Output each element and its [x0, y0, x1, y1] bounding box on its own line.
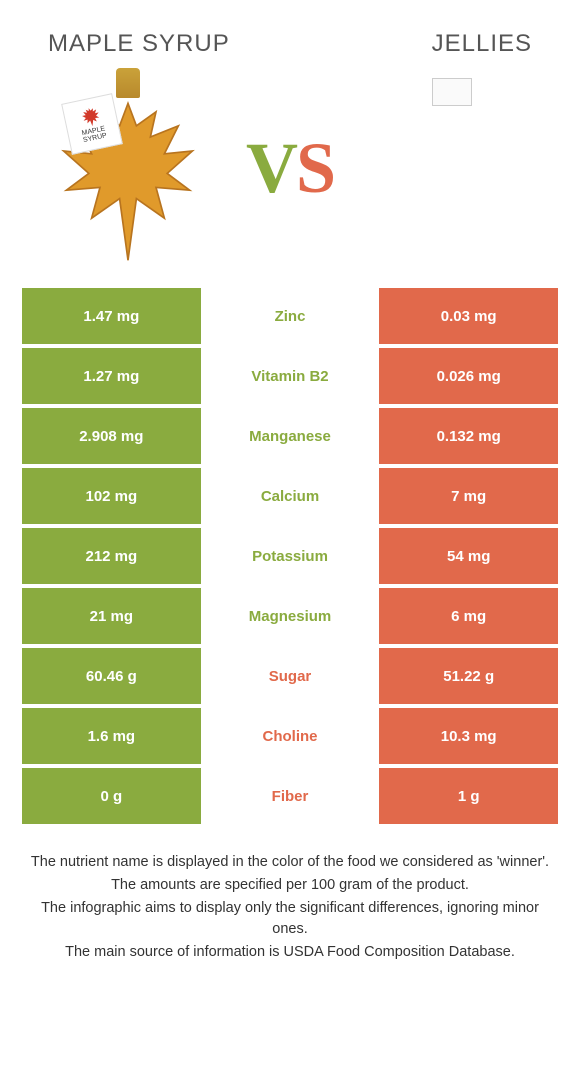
right-value-cell: 7 mg — [379, 468, 558, 528]
maple-syrup-bottle-icon: MAPLE SYRUP — [58, 68, 198, 268]
left-value-cell: 212 mg — [22, 528, 201, 588]
nutrient-label-cell: Choline — [201, 708, 380, 768]
left-value-cell: 21 mg — [22, 588, 201, 648]
left-value-cell: 102 mg — [22, 468, 201, 528]
vs-v: V — [246, 128, 296, 208]
right-value-cell: 54 mg — [379, 528, 558, 588]
table-row: 102 mgCalcium7 mg — [22, 468, 558, 528]
nutrient-label-cell: Zinc — [201, 288, 380, 348]
right-food-image — [372, 68, 532, 268]
table-row: 212 mgPotassium54 mg — [22, 528, 558, 588]
table-row: 21 mgMagnesium6 mg — [22, 588, 558, 648]
right-value-cell: 1 g — [379, 768, 558, 828]
vs-label: VS — [246, 127, 334, 210]
left-value-cell: 1.6 mg — [22, 708, 201, 768]
nutrient-label-cell: Sugar — [201, 648, 380, 708]
nutrient-label-cell: Vitamin B2 — [201, 348, 380, 408]
footnote-line: The amounts are specified per 100 gram o… — [22, 875, 558, 896]
left-value-cell: 1.47 mg — [22, 288, 201, 348]
table-row: 0 gFiber1 g — [22, 768, 558, 828]
nutrient-comparison-table: 1.47 mgZinc0.03 mg1.27 mgVitamin B20.026… — [0, 288, 580, 828]
right-value-cell: 6 mg — [379, 588, 558, 648]
right-value-cell: 0.026 mg — [379, 348, 558, 408]
right-food-title: Jellies — [432, 30, 532, 58]
right-value-cell: 10.3 mg — [379, 708, 558, 768]
vs-s: S — [296, 128, 334, 208]
table-row: 60.46 gSugar51.22 g — [22, 648, 558, 708]
nutrient-label-cell: Manganese — [201, 408, 380, 468]
right-value-cell: 51.22 g — [379, 648, 558, 708]
footnote-line: The nutrient name is displayed in the co… — [22, 852, 558, 873]
footnote-line: The main source of information is USDA F… — [22, 942, 558, 963]
bottle-tag: MAPLE SYRUP — [61, 93, 123, 155]
left-value-cell: 2.908 mg — [22, 408, 201, 468]
table-row: 1.27 mgVitamin B20.026 mg — [22, 348, 558, 408]
footnotes: The nutrient name is displayed in the co… — [0, 828, 580, 963]
left-food-title: Maple syrup — [48, 30, 230, 58]
nutrient-label-cell: Fiber — [201, 768, 380, 828]
table-row: 1.47 mgZinc0.03 mg — [22, 288, 558, 348]
image-placeholder-icon — [432, 78, 472, 106]
footnote-line: The infographic aims to display only the… — [22, 898, 558, 940]
table-row: 1.6 mgCholine10.3 mg — [22, 708, 558, 768]
left-value-cell: 0 g — [22, 768, 201, 828]
nutrient-label-cell: Calcium — [201, 468, 380, 528]
right-value-cell: 0.03 mg — [379, 288, 558, 348]
table-row: 2.908 mgManganese0.132 mg — [22, 408, 558, 468]
left-food-image: MAPLE SYRUP — [48, 68, 208, 268]
nutrient-label-cell: Potassium — [201, 528, 380, 588]
nutrient-label-cell: Magnesium — [201, 588, 380, 648]
hero-row: MAPLE SYRUP VS — [0, 68, 580, 288]
right-value-cell: 0.132 mg — [379, 408, 558, 468]
left-value-cell: 60.46 g — [22, 648, 201, 708]
left-value-cell: 1.27 mg — [22, 348, 201, 408]
